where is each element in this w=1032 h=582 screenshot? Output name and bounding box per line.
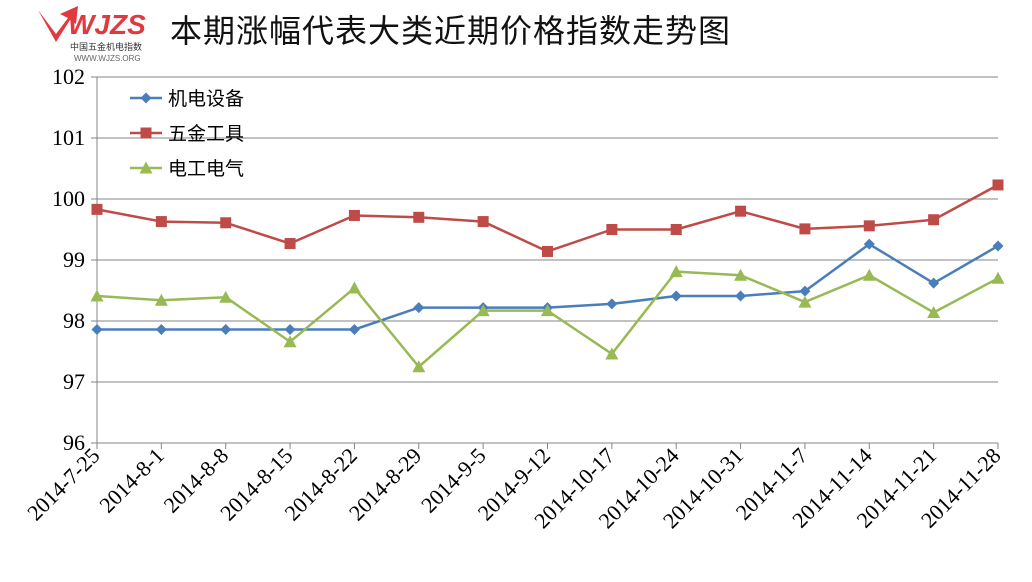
data-point xyxy=(992,179,1004,191)
data-point xyxy=(927,305,941,318)
series-lines xyxy=(90,179,1005,373)
series-line xyxy=(96,270,999,368)
y-tick-label: 101 xyxy=(52,125,85,150)
data-point xyxy=(283,335,297,348)
data-point xyxy=(992,240,1004,252)
data-point xyxy=(477,216,489,228)
y-tick-label: 102 xyxy=(52,64,85,89)
y-tick-label: 99 xyxy=(63,247,85,272)
data-point xyxy=(413,302,425,314)
logo-brand: WJZS xyxy=(68,9,146,40)
data-point xyxy=(347,281,361,294)
data-point xyxy=(863,220,875,232)
data-point xyxy=(606,224,618,235)
data-point xyxy=(219,290,233,303)
data-point xyxy=(91,324,103,336)
legend-label: 电工电气 xyxy=(168,158,244,180)
data-point xyxy=(863,238,875,250)
data-point xyxy=(991,271,1005,284)
axes xyxy=(91,76,999,449)
legend-label: 机电设备 xyxy=(168,88,244,110)
data-point xyxy=(220,217,232,229)
data-point xyxy=(139,161,153,174)
data-point xyxy=(669,265,683,278)
data-point xyxy=(605,347,619,360)
data-point xyxy=(140,127,152,139)
legend-item: 五金工具 xyxy=(130,123,244,145)
y-tick-label: 97 xyxy=(63,369,85,394)
series-line xyxy=(96,183,999,253)
legend-item: 机电设备 xyxy=(130,88,244,110)
data-point xyxy=(90,289,104,302)
data-point xyxy=(735,205,747,217)
series-triangle xyxy=(90,265,1005,373)
data-point xyxy=(412,360,426,373)
x-axis-ticks: 2014-7-252014-8-12014-8-82014-8-152014-8… xyxy=(22,443,1005,533)
data-point xyxy=(862,268,876,281)
legend-item: 电工电气 xyxy=(130,158,244,180)
logo-arrow-icon xyxy=(38,6,78,42)
data-point xyxy=(413,211,425,223)
data-point xyxy=(798,295,812,308)
y-tick-label: 96 xyxy=(63,430,85,455)
data-point xyxy=(928,214,940,226)
data-point xyxy=(140,92,152,104)
data-point xyxy=(606,298,618,310)
data-point xyxy=(734,268,748,281)
x-tick-label: 2014-7-25 xyxy=(22,443,104,525)
data-point xyxy=(799,285,811,297)
data-point xyxy=(284,238,296,250)
logo-tagline: 中国五金机电指数 xyxy=(70,41,142,53)
x-tick-label: 2014-8-1 xyxy=(94,443,169,518)
data-point xyxy=(928,277,940,289)
data-point xyxy=(670,290,682,302)
y-tick-label: 100 xyxy=(52,186,85,211)
data-point xyxy=(476,304,490,317)
data-point xyxy=(91,203,103,215)
data-point xyxy=(284,324,296,336)
data-point xyxy=(799,223,811,235)
logo: WJZS 中国五金机电指数 WWW.WJZS.ORG xyxy=(30,0,160,66)
data-point xyxy=(154,293,168,306)
data-point xyxy=(220,324,232,336)
series-square xyxy=(91,179,1004,257)
data-point xyxy=(670,224,682,235)
data-point xyxy=(348,209,360,221)
logo-url: WWW.WJZS.ORG xyxy=(74,54,141,63)
legend-label: 五金工具 xyxy=(168,123,244,145)
data-point xyxy=(155,216,167,228)
data-point xyxy=(735,290,747,302)
data-point xyxy=(541,304,554,317)
y-tick-label: 98 xyxy=(63,308,85,333)
chart-title: 本期涨幅代表大类近期价格指数走势图 xyxy=(170,12,732,50)
data-point xyxy=(348,324,360,336)
y-axis-ticks: 96 97 98 99 100 101 102 xyxy=(52,64,85,455)
data-point xyxy=(542,245,553,257)
data-point xyxy=(155,324,167,336)
